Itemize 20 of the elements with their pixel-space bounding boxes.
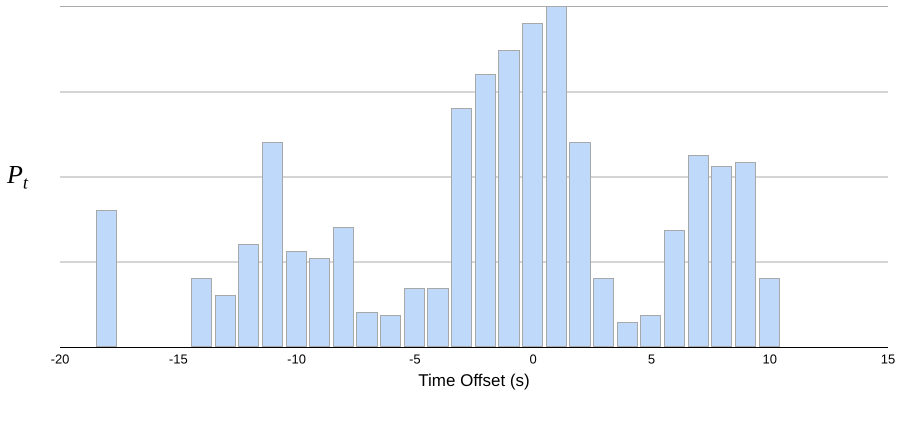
bar <box>593 278 614 347</box>
x-tick-label: 0 <box>530 352 537 367</box>
bar <box>380 315 401 347</box>
bar <box>427 288 449 347</box>
bar <box>215 295 236 347</box>
bar <box>759 278 780 347</box>
bar <box>191 278 212 347</box>
y-axis-title: P$_{t}$ <box>6 160 29 192</box>
x-tick-label: -5 <box>409 352 421 367</box>
x-tick-label: 5 <box>648 352 656 367</box>
x-axis-title: Time Offset (s) <box>418 371 530 390</box>
x-tick-label: -15 <box>168 352 188 367</box>
bar <box>617 322 638 347</box>
x-tick-label: -20 <box>50 352 70 367</box>
x-tick-label: 10 <box>762 352 777 367</box>
x-tick-label: 15 <box>880 352 896 367</box>
bar <box>640 315 661 347</box>
bar <box>404 288 425 347</box>
bar <box>356 312 378 347</box>
x-tick-label: -10 <box>287 352 306 367</box>
